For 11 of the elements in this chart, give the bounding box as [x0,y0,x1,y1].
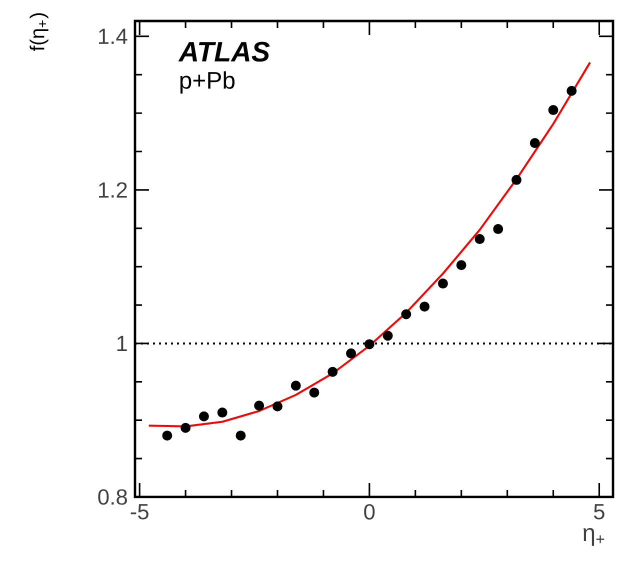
y-tick-label: 0.8 [98,489,127,505]
y-tick-label: 1 [117,336,127,352]
y-axis-title: f(η$_{+}$) [30,13,48,51]
y-tick-label: 1.2 [99,182,127,198]
annotation: p+Pb [180,71,235,94]
x-tick-label: 5 [594,504,604,520]
x-tick-label: -5 [130,504,148,520]
x-tick-label: 0 [364,504,375,520]
y-tick-label: 1.4 [99,28,128,44]
annotation: ATLAS [178,42,270,62]
x-axis-title: η$_{+}$ [584,528,604,546]
